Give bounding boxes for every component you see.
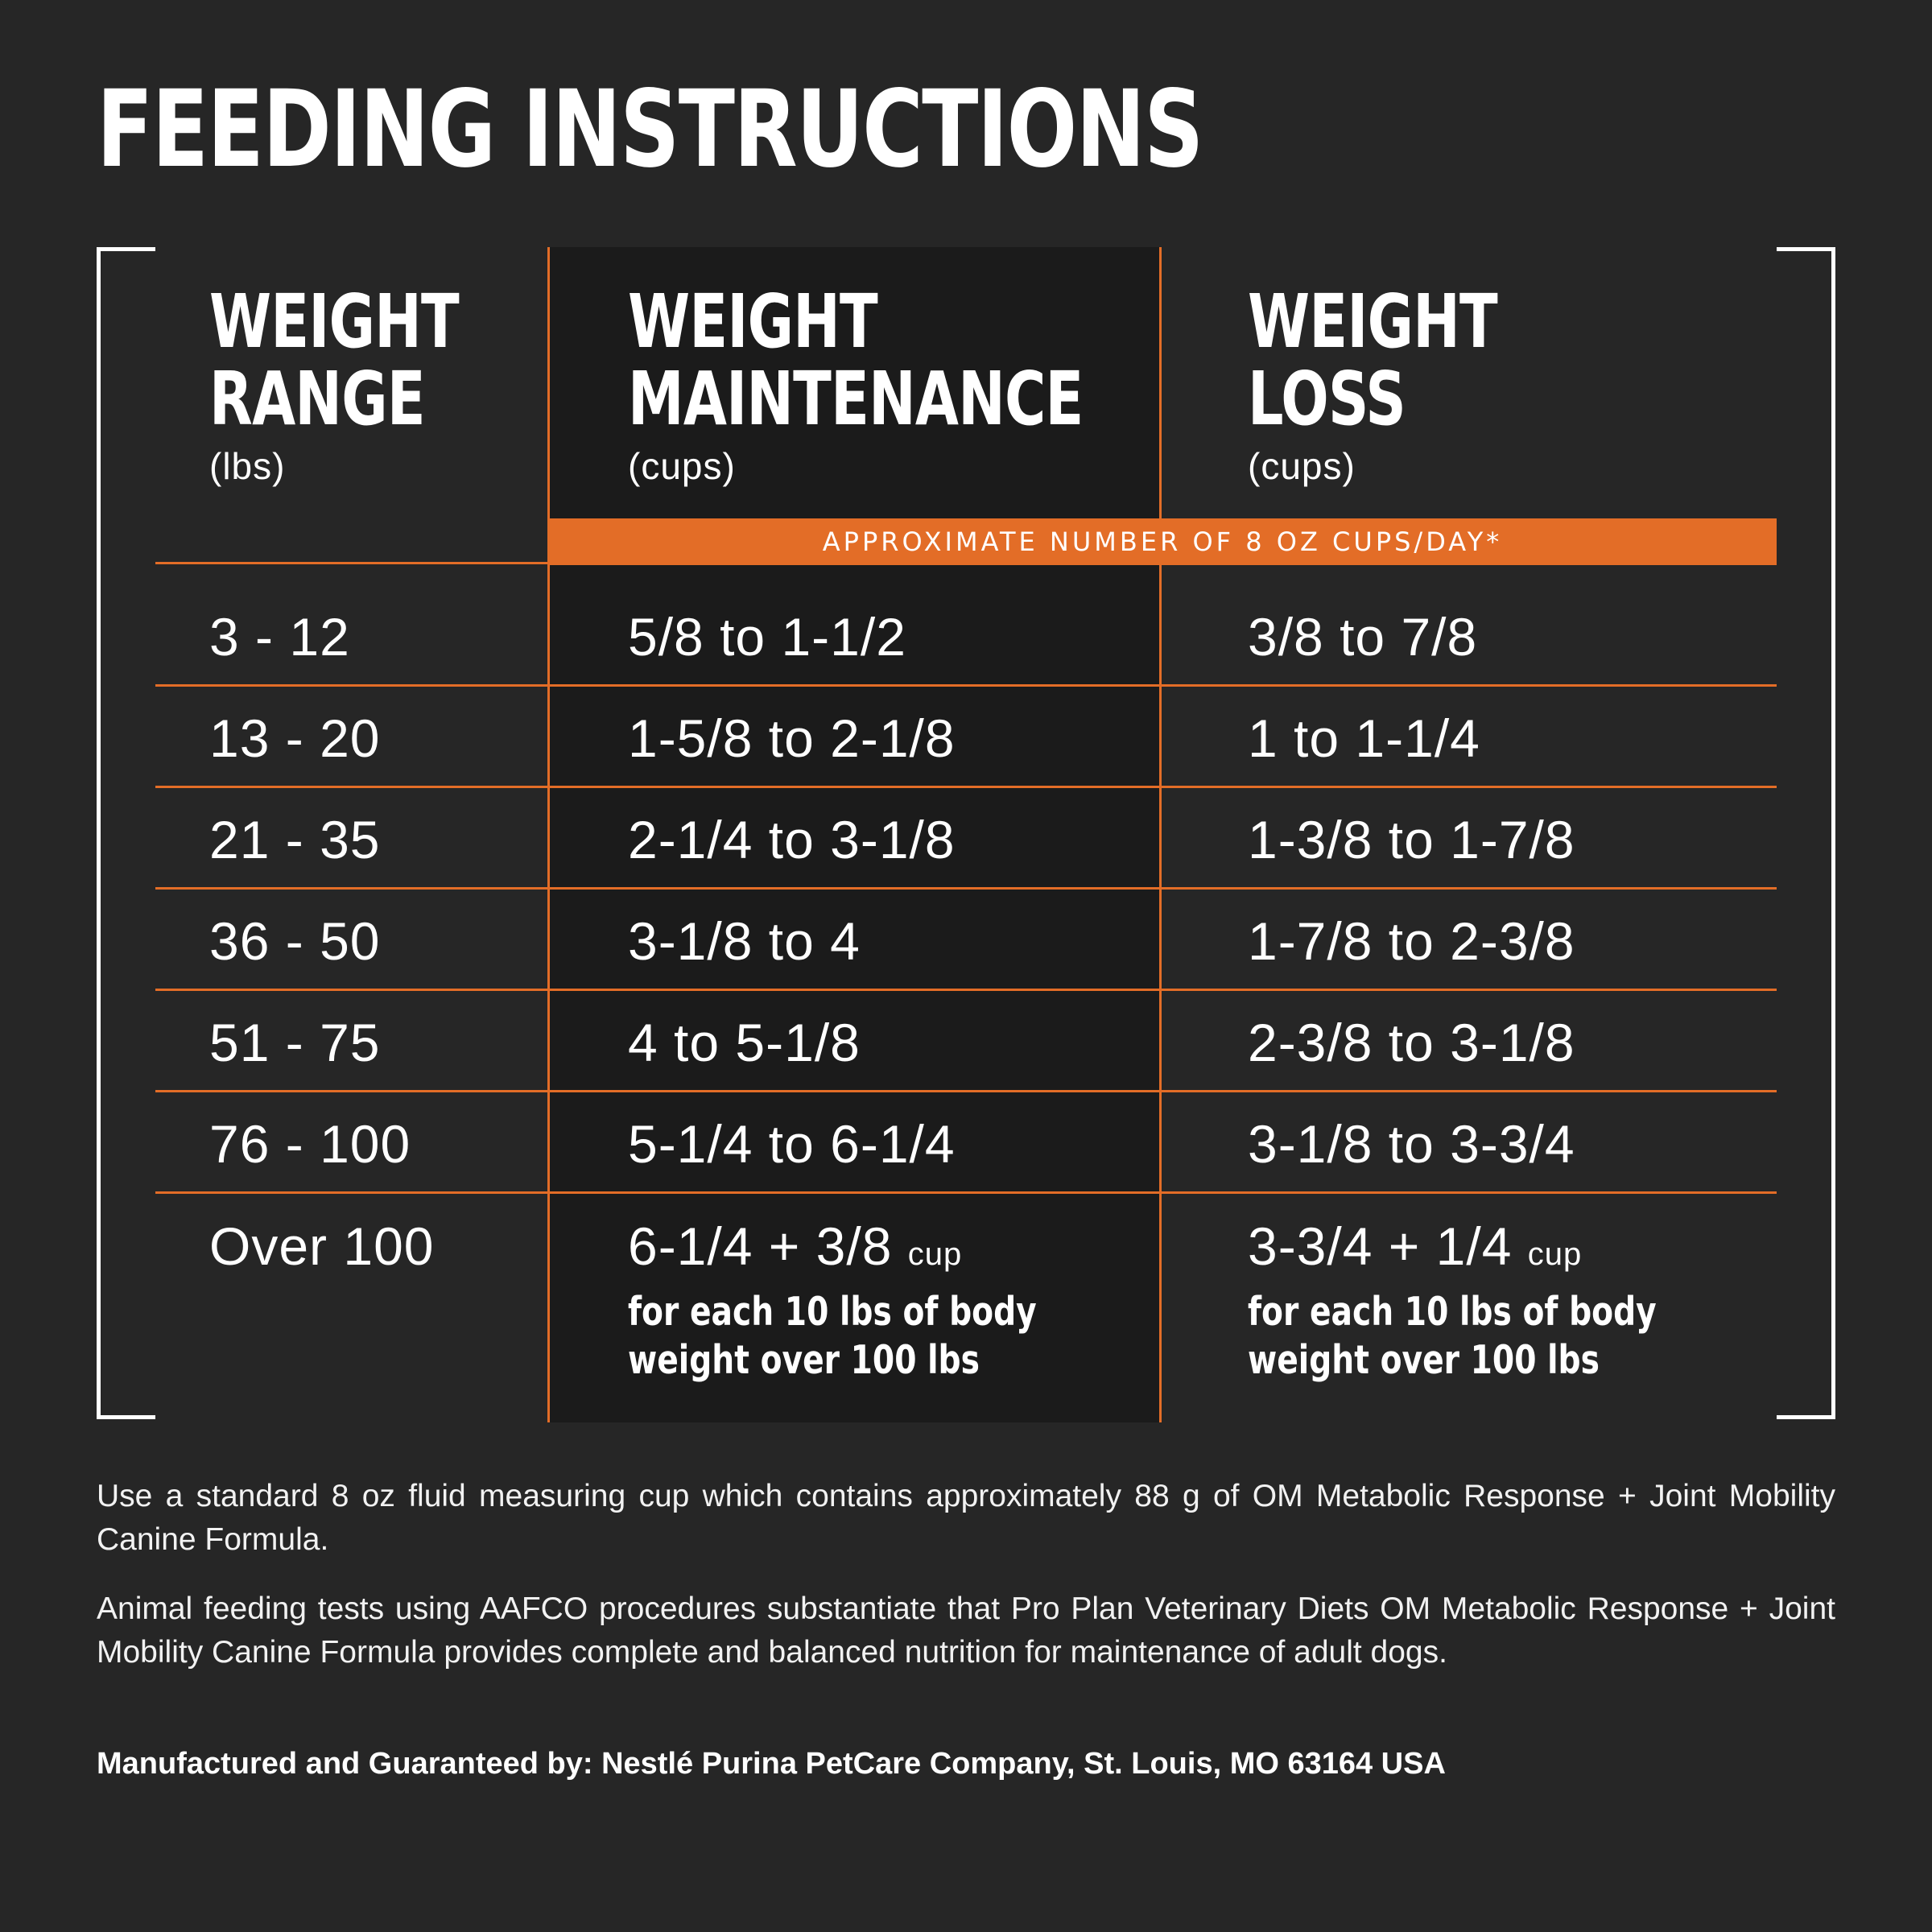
loss-amount: 3-3/4 + 1/4: [1248, 1216, 1513, 1276]
measuring-cup-paragraph: Use a standard 8 oz fluid measuring cup …: [97, 1479, 1835, 1557]
cups-per-day-banner: APPROXIMATE NUMBER OF 8 OZ CUPS/DAY*: [548, 518, 1777, 565]
page-title: FEEDING INSTRUCTIONS: [97, 68, 1203, 192]
manufacturer-line: Manufactured and Guaranteed by: Nestlé P…: [97, 1747, 1446, 1781]
table-left-bracket: [97, 247, 155, 1419]
loss-cell: 2-3/8 to 3-1/8: [1248, 1013, 1575, 1072]
maintenance-amount: 6-1/4 + 3/8: [628, 1216, 893, 1276]
note-line: for each 10 lbs of body: [1248, 1289, 1657, 1335]
header-line: WEIGHT: [209, 279, 460, 365]
loss-unit: cup: [1527, 1236, 1583, 1272]
row-divider: [155, 1090, 1777, 1092]
loss-cell: 3-3/4 + 1/4 cup: [1248, 1220, 1582, 1273]
loss-cell: 3/8 to 7/8: [1248, 607, 1478, 667]
row-divider: [155, 887, 1777, 890]
row-divider: [155, 562, 1777, 564]
range-cell: 76 - 100: [209, 1114, 411, 1174]
column-divider: [1159, 247, 1162, 1422]
range-cell: Over 100: [209, 1216, 435, 1276]
range-cell: 36 - 50: [209, 911, 381, 971]
range-cell: 21 - 35: [209, 810, 381, 869]
maintenance-cell: 6-1/4 + 3/8 cup: [628, 1220, 962, 1273]
note-line: weight over 100 lbs: [628, 1337, 980, 1383]
range-cell: 51 - 75: [209, 1013, 381, 1072]
range-cell: 13 - 20: [209, 708, 381, 768]
header-line: LOSS: [1248, 356, 1406, 442]
maintenance-cell: 5-1/4 to 6-1/4: [628, 1114, 956, 1174]
header-weight-loss: WEIGHT LOSS (cups): [1248, 283, 1576, 488]
loss-cell: 3-1/8 to 3-3/4: [1248, 1114, 1575, 1174]
maintenance-cell: 4 to 5-1/8: [628, 1013, 861, 1072]
maintenance-cell: 1-5/8 to 2-1/8: [628, 708, 956, 768]
loss-cell: 1-7/8 to 2-3/8: [1248, 911, 1575, 971]
table-right-bracket: [1777, 247, 1835, 1419]
loss-cell: 1 to 1-1/4: [1248, 708, 1480, 768]
header-unit: (lbs): [209, 445, 286, 487]
maintenance-cell: 2-1/4 to 3-1/8: [628, 810, 956, 869]
loss-cell: 1-3/8 to 1-7/8: [1248, 810, 1575, 869]
maintenance-cell: 3-1/8 to 4: [628, 911, 861, 971]
maintenance-column-background: [548, 247, 1161, 1422]
header-weight-maintenance: WEIGHT MAINTENANCE (cups): [628, 283, 1227, 488]
aafco-paragraph: Animal feeding tests using AAFCO procedu…: [97, 1591, 1835, 1670]
note-line: for each 10 lbs of body: [628, 1289, 1037, 1335]
header-unit: (cups): [628, 445, 736, 487]
row-divider: [155, 1191, 1777, 1194]
header-line: MAINTENANCE: [628, 356, 1084, 442]
loss-note: for each 10 lbs of body weight over 100 …: [1248, 1288, 1657, 1385]
column-divider: [547, 247, 550, 1422]
maintenance-note: for each 10 lbs of body weight over 100 …: [628, 1288, 1037, 1385]
maintenance-cell: 5/8 to 1-1/2: [628, 607, 906, 667]
row-divider: [155, 989, 1777, 991]
row-divider: [155, 684, 1777, 687]
header-line: RANGE: [209, 356, 426, 442]
header-line: WEIGHT: [628, 279, 878, 365]
header-line: WEIGHT: [1248, 279, 1498, 365]
maintenance-unit: cup: [907, 1236, 963, 1272]
header-weight-range: WEIGHT RANGE (lbs): [209, 283, 538, 488]
header-unit: (cups): [1248, 445, 1356, 487]
note-line: weight over 100 lbs: [1248, 1337, 1600, 1383]
row-divider: [155, 786, 1777, 788]
range-cell: 3 - 12: [209, 607, 350, 667]
